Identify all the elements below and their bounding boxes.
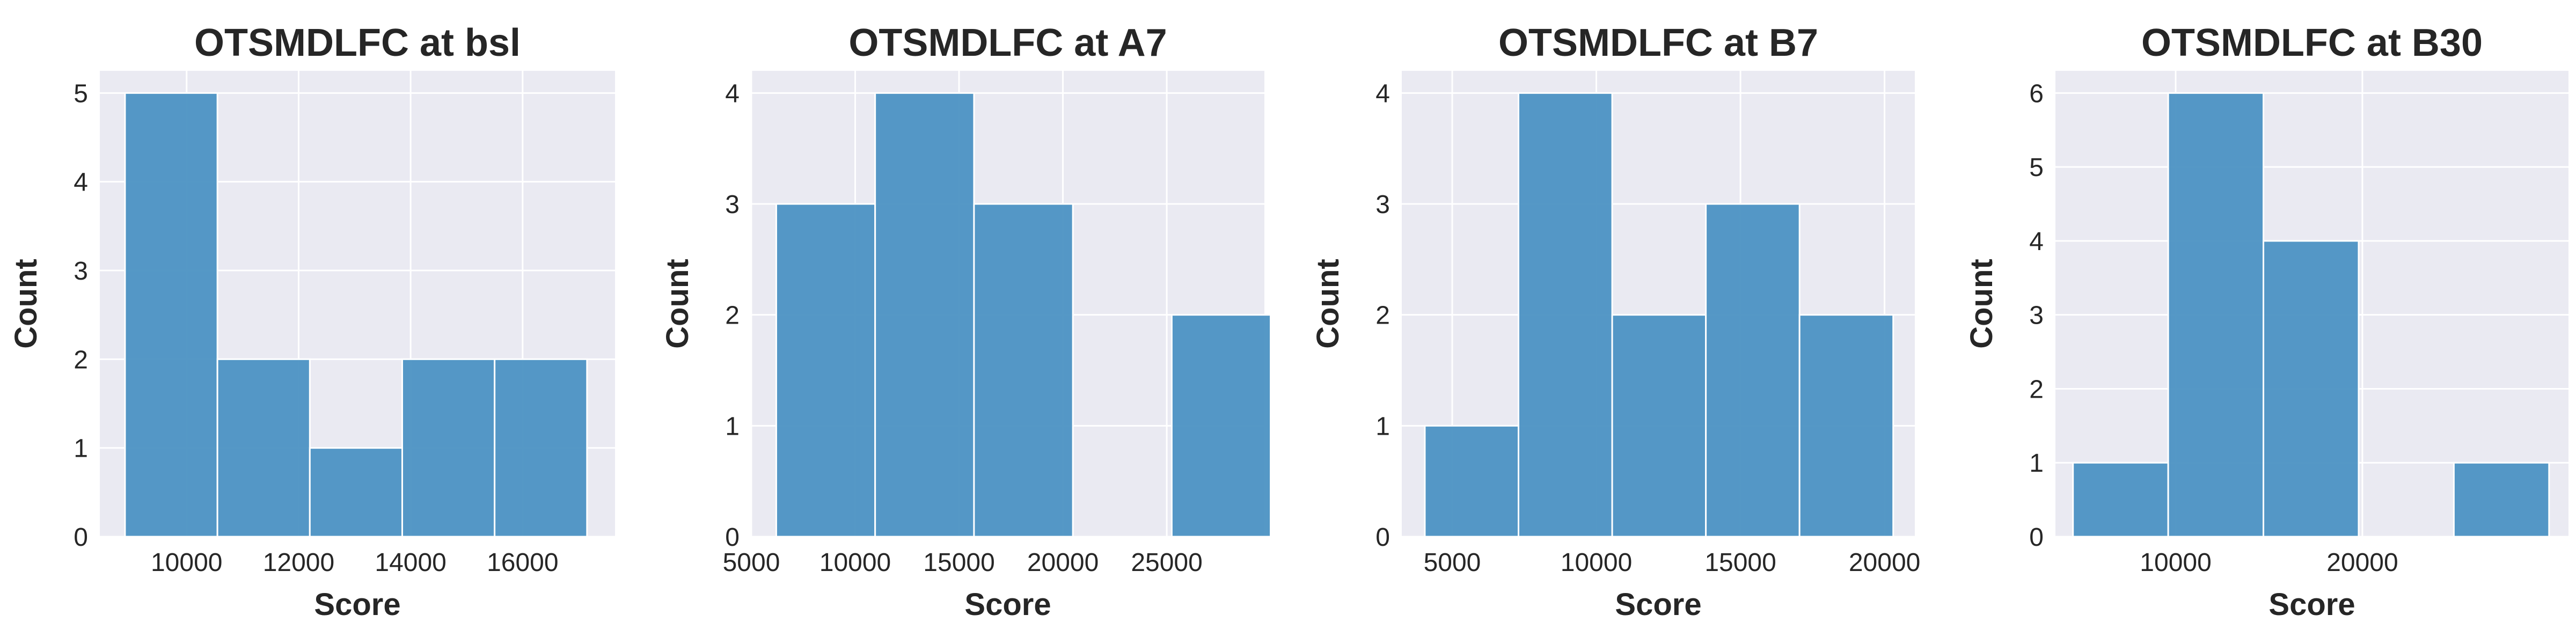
- histogram-bar: [874, 92, 975, 538]
- y-axis-label: Count: [1311, 259, 1345, 349]
- x-tick-label: 20000: [1849, 548, 1920, 577]
- y-tick-label: 0: [2029, 523, 2044, 552]
- y-tick-label: 2: [2029, 375, 2044, 404]
- chart-title: OTSMDLFC at B30: [2141, 21, 2483, 64]
- y-tick-label: 3: [2029, 302, 2044, 330]
- x-tick-label: 5000: [1424, 548, 1481, 577]
- y-tick-label: 1: [74, 435, 88, 463]
- y-tick-label: 4: [725, 79, 740, 108]
- x-tick-label: 10000: [2140, 548, 2211, 577]
- histogram-bar: [1705, 203, 1801, 538]
- x-tick-label: 16000: [487, 548, 558, 577]
- histogram-bar: [2453, 462, 2550, 538]
- y-axis-label: Count: [1964, 259, 1999, 349]
- x-tick-label: 5000: [723, 548, 780, 577]
- y-tick-label: 3: [74, 257, 88, 286]
- x-tick-label: 12000: [263, 548, 334, 577]
- x-axis-label: Score: [314, 587, 400, 622]
- y-tick-labels: 0 1 2 3 4 5 6: [2029, 79, 2044, 552]
- y-tick-labels: 0 1 2 3 4 5: [74, 79, 88, 552]
- x-tick-label: 25000: [1131, 548, 1202, 577]
- x-tick-labels: 10000 20000: [2140, 548, 2398, 577]
- y-tick-label: 0: [74, 523, 88, 552]
- histogram-bar: [124, 92, 218, 538]
- histogram-bar: [2072, 462, 2169, 538]
- y-tick-label: 0: [1375, 523, 1390, 552]
- y-tick-label: 0: [725, 523, 740, 552]
- histogram-bars: [1424, 92, 1894, 538]
- histogram-bar: [1170, 314, 1272, 538]
- y-tick-label: 4: [1375, 79, 1390, 108]
- histogram-bar: [1611, 314, 1707, 538]
- x-tick-labels: 5000 10000 15000 20000: [1424, 548, 1921, 577]
- histogram-bar: [1798, 314, 1894, 538]
- y-tick-label: 3: [1375, 191, 1390, 219]
- panel-bsl: 10000 12000 14000 16000 0 1 2 3 4 5 OTSMDLFC at …: [9, 21, 615, 622]
- y-tick-label: 4: [74, 169, 88, 197]
- y-tick-label: 2: [74, 346, 88, 374]
- y-tick-label: 1: [2029, 449, 2044, 478]
- x-tick-label: 10000: [1561, 548, 1632, 577]
- histogram-bar: [2263, 240, 2360, 538]
- histogram-bar: [401, 358, 496, 538]
- histogram-bar: [216, 358, 311, 538]
- panel-b30: 10000 20000 0 1 2 3 4 5 6 OTSMDLFC at B30 Score…: [1964, 21, 2568, 622]
- x-tick-label: 15000: [923, 548, 994, 577]
- chart-title: OTSMDLFC at bsl: [194, 21, 521, 64]
- y-tick-label: 2: [1375, 302, 1390, 330]
- histogram-bar: [973, 203, 1074, 538]
- y-tick-labels: 0 1 2 3 4: [725, 79, 740, 552]
- x-tick-label: 20000: [2326, 548, 2398, 577]
- histogram-bar: [494, 358, 588, 538]
- x-tick-labels: 10000 12000 14000 16000: [151, 548, 559, 577]
- histogram-bars: [775, 92, 1272, 538]
- y-tick-label: 1: [1375, 412, 1390, 441]
- y-axis-label: Count: [9, 259, 43, 349]
- x-tick-label: 10000: [151, 548, 222, 577]
- x-tick-label: 10000: [819, 548, 891, 577]
- x-axis-label: Score: [964, 587, 1051, 622]
- histogram-bars: [124, 92, 588, 538]
- panel-a7: 5000 10000 15000 20000 25000 0 1 2 3 4 OTSMDLFC …: [660, 21, 1272, 622]
- histogram-bar: [2167, 92, 2265, 538]
- y-tick-label: 5: [74, 79, 88, 108]
- y-tick-label: 5: [2029, 153, 2044, 182]
- x-tick-label: 14000: [375, 548, 446, 577]
- x-axis-label: Score: [2268, 587, 2355, 622]
- chart-title: OTSMDLFC at A7: [848, 21, 1167, 64]
- y-tick-label: 1: [725, 412, 740, 441]
- x-tick-label: 20000: [1027, 548, 1099, 577]
- histogram-bar: [1424, 425, 1520, 538]
- y-tick-label: 6: [2029, 79, 2044, 108]
- histogram-bars: [2072, 92, 2550, 538]
- panel-b7: 5000 10000 15000 20000 0 1 2 3 4 OTSMDLFC at B7…: [1311, 21, 1920, 622]
- x-axis-label: Score: [1615, 587, 1701, 622]
- histogram-bar: [775, 203, 876, 538]
- histogram-bar: [309, 447, 403, 538]
- y-axis-label: Count: [660, 259, 695, 349]
- x-tick-label: 15000: [1704, 548, 1776, 577]
- y-tick-label: 2: [725, 302, 740, 330]
- y-tick-label: 3: [725, 191, 740, 219]
- x-tick-labels: 5000 10000 15000 20000 25000: [723, 548, 1203, 577]
- histogram-bar: [1518, 92, 1613, 538]
- y-tick-label: 4: [2029, 228, 2044, 256]
- chart-title: OTSMDLFC at B7: [1498, 21, 1818, 64]
- y-tick-labels: 0 1 2 3 4: [1375, 79, 1390, 552]
